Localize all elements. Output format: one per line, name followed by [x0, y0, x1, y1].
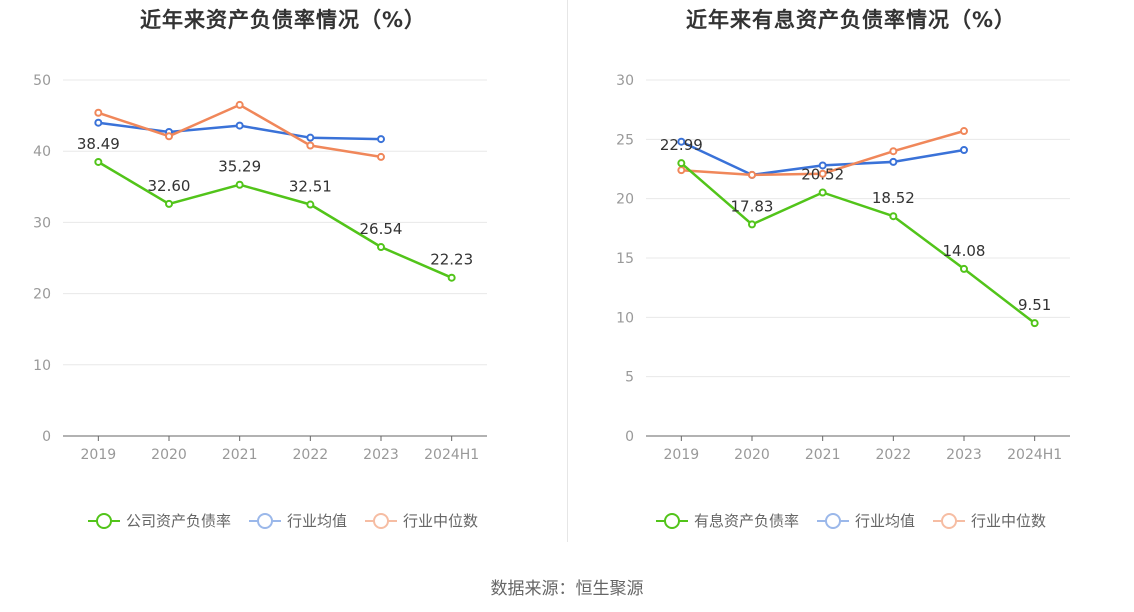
data-point	[960, 146, 968, 155]
legend-item-company[interactable]: 有息资产负债率	[655, 510, 799, 531]
legend-item-industry-median[interactable]: 行业中位数	[933, 510, 1046, 531]
y-tick-label: 5	[625, 370, 634, 386]
x-tick-label: 2024H1	[424, 447, 479, 463]
y-tick-label: 0	[42, 429, 51, 445]
y-tick-label: 25	[616, 132, 634, 148]
y-tick-label: 10	[33, 358, 51, 374]
chart-legend: 有息资产负债率 行业均值 行业中位数	[568, 510, 1134, 531]
data-point	[677, 159, 686, 168]
data-source-note: 数据来源：恒生聚源	[490, 579, 644, 599]
data-point	[94, 108, 103, 117]
y-tick-label: 20	[616, 192, 634, 208]
chart-title: 近年来有息资产负债率情况（%）	[685, 8, 1017, 32]
legend-swatch-orange	[365, 512, 397, 529]
legend-label: 行业均值	[854, 512, 915, 530]
y-tick-label: 20	[33, 287, 51, 303]
data-point	[306, 141, 315, 150]
data-point	[306, 133, 315, 142]
data-label: 18.52	[872, 189, 915, 207]
legend-item-industry-median[interactable]: 行业中位数	[365, 510, 478, 531]
series-line	[97, 160, 453, 279]
x-tick-label: 2019	[664, 447, 700, 463]
y-tick-label: 10	[616, 310, 634, 326]
data-label: 17.83	[731, 197, 774, 215]
legend-label: 行业中位数	[971, 512, 1047, 530]
series-line	[680, 162, 1036, 325]
x-tick-label: 2020	[734, 447, 770, 463]
x-tick-label: 2022	[876, 447, 912, 463]
data-point	[447, 273, 456, 282]
data-point	[818, 161, 827, 170]
data-point	[889, 212, 898, 221]
chart-legend: 公司资产负债率 行业均值 行业中位数	[0, 510, 566, 531]
data-point	[377, 152, 385, 161]
x-tick-label: 2021	[222, 447, 258, 463]
data-label: 38.49	[77, 135, 120, 153]
data-label: 22.99	[660, 136, 703, 154]
y-tick-label: 30	[33, 215, 51, 231]
legend-item-company[interactable]: 公司资产负债率	[87, 510, 231, 531]
data-point	[1030, 319, 1039, 328]
data-point	[960, 264, 968, 273]
y-tick-label: 40	[33, 144, 51, 160]
data-point	[677, 137, 686, 146]
data-point	[818, 169, 827, 178]
data-point	[94, 118, 103, 127]
data-label: 32.60	[148, 177, 191, 195]
data-label: 14.08	[943, 242, 986, 260]
x-tick-label: 2023	[946, 447, 982, 463]
chart-title: 近年来资产负债率情况（%）	[139, 8, 427, 32]
legend-swatch-green	[87, 512, 120, 529]
data-point	[165, 132, 173, 141]
line-chart-interest-bearing: 0 5 10 15 20 25 30 2019 2020 2021 2022 2023 2024H1 22…	[616, 73, 1070, 463]
series-line	[97, 103, 382, 159]
legend-swatch-orange	[933, 512, 965, 529]
data-point	[889, 157, 898, 166]
x-tick-label: 2019	[81, 447, 117, 463]
data-point	[377, 243, 385, 252]
legend-swatch-blue	[248, 512, 281, 529]
chart-panel-asset-liability: 近年来资产负债率情况（%） 0 10 20 30 40 50 2019 2020 2021 202…	[0, 0, 566, 560]
legend-swatch-green	[655, 512, 688, 529]
line-chart-asset-liability: 0 10 20 30 40 50 2019 2020 2021 2022 2023 2024H1 38.…	[33, 73, 487, 463]
chart-panel-interest-bearing: 近年来有息资产负债率情况（%） 0 5 10 15 20 25 30 2019 2020 2021…	[568, 0, 1134, 560]
data-label: 20.52	[801, 165, 844, 183]
legend-swatch-blue	[816, 512, 849, 529]
data-point	[235, 180, 244, 189]
legend-label: 有息资产负债率	[693, 512, 799, 530]
y-tick-label: 15	[616, 251, 634, 267]
data-point	[306, 200, 315, 209]
data-label: 32.51	[289, 178, 332, 196]
data-point	[235, 100, 244, 109]
y-tick-label: 50	[33, 73, 51, 89]
legend-label: 行业均值	[286, 512, 347, 530]
legend-item-industry-mean[interactable]: 行业均值	[816, 510, 915, 531]
legend-label: 公司资产负债率	[125, 512, 231, 530]
data-point	[677, 166, 686, 175]
data-point	[748, 170, 756, 179]
panel-divider	[567, 0, 568, 542]
data-point	[818, 188, 827, 197]
data-label: 22.23	[430, 251, 473, 269]
data-label: 26.54	[360, 220, 403, 238]
x-tick-label: 2023	[363, 447, 399, 463]
legend-label: 行业中位数	[403, 512, 479, 530]
y-tick-label: 30	[616, 73, 634, 89]
data-point	[235, 121, 244, 130]
data-point	[94, 157, 103, 166]
data-point	[377, 135, 385, 144]
data-label: 35.29	[218, 158, 261, 176]
data-point	[960, 127, 968, 136]
x-tick-label: 2022	[293, 447, 329, 463]
x-tick-label: 2021	[805, 447, 841, 463]
y-tick-label: 0	[625, 429, 634, 445]
legend-item-industry-mean[interactable]: 行业均值	[248, 510, 347, 531]
data-point	[748, 220, 756, 229]
x-tick-label: 2024H1	[1007, 447, 1062, 463]
data-point	[165, 199, 173, 208]
x-tick-label: 2020	[151, 447, 187, 463]
data-point	[889, 147, 898, 156]
data-label: 9.51	[1018, 296, 1051, 314]
